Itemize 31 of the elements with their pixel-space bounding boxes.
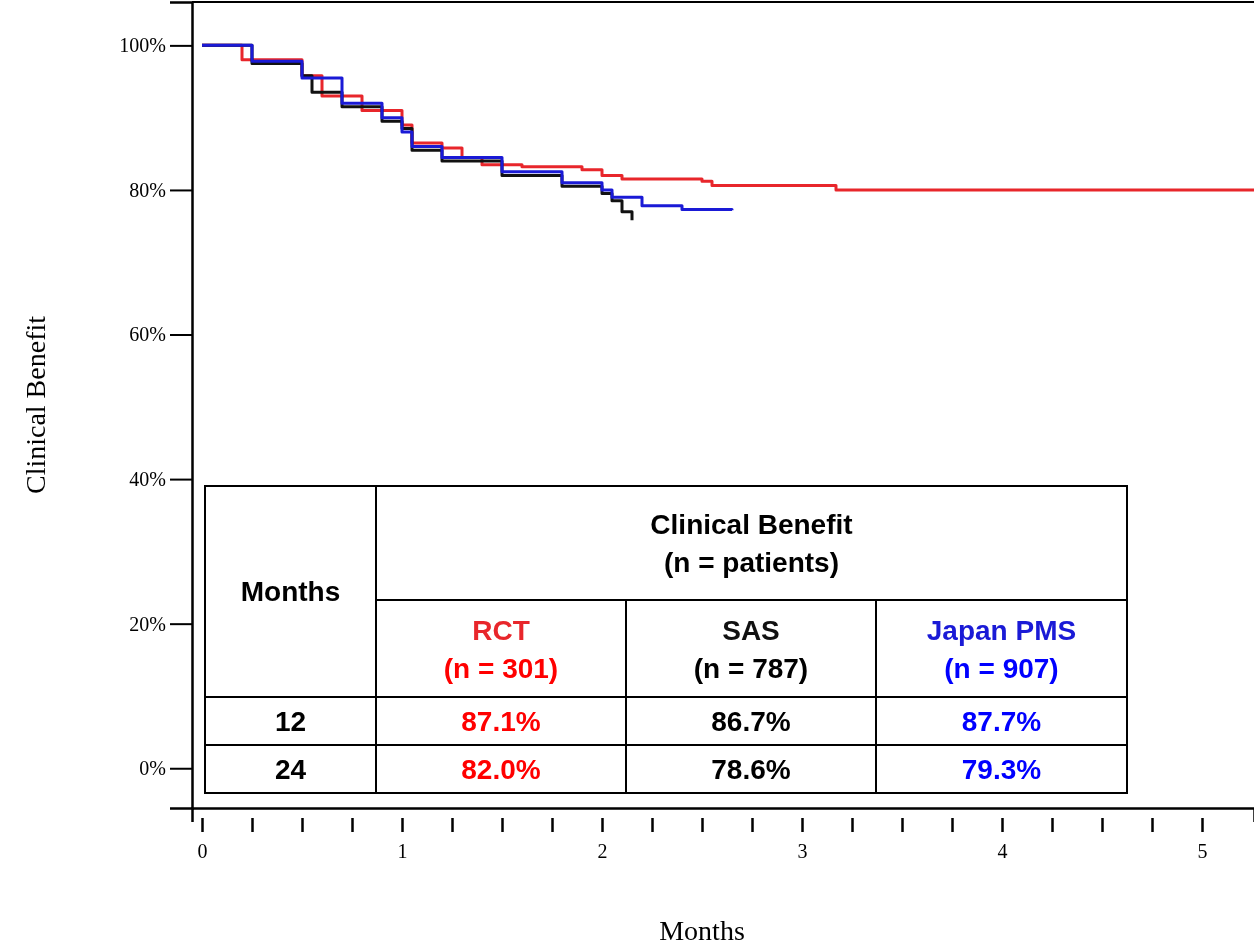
text: SAS — [722, 614, 780, 646]
x-tick-label: 0 — [197, 840, 208, 862]
y-tick-label: 0% — [139, 757, 166, 780]
y-tick-label: 100% — [119, 34, 166, 57]
annotation: 86.7% — [711, 705, 791, 737]
annotation: 79.3% — [961, 753, 1042, 785]
x-tick-label: 1 — [397, 840, 408, 862]
annotation: Months — [240, 576, 341, 607]
y-tick-label: 40% — [129, 467, 166, 490]
annotation: 24 — [274, 753, 307, 785]
annotation: 78.6% — [711, 753, 791, 785]
y-tick-label: 20% — [129, 612, 166, 635]
annotation: (n = 907) — [944, 652, 1059, 684]
text: RCT — [472, 614, 530, 646]
x-tick-label: 3 — [797, 840, 808, 862]
annotation: 87.7% — [961, 705, 1042, 737]
annotation: (n = 301) — [443, 652, 559, 684]
y-axis-title: Clinical Benefit — [20, 315, 51, 495]
annotation: Clinical Benefit — [650, 508, 853, 540]
y-tick-label: 80% — [129, 178, 166, 201]
text: Japan PMS — [926, 614, 1077, 646]
x-tick-label: 2 — [597, 840, 608, 862]
annotation: (n = patients) — [663, 546, 840, 578]
annotation: (n = 787) — [693, 652, 809, 684]
annotation: 87.1% — [461, 705, 541, 737]
annotation: 12 — [274, 705, 307, 737]
annotation: 82.0% — [461, 753, 541, 785]
x-axis-title: Months — [659, 915, 745, 946]
y-tick-label: 60% — [129, 323, 166, 346]
x-tick-label: 5 — [1197, 840, 1208, 862]
x-tick-label: 4 — [997, 840, 1008, 862]
